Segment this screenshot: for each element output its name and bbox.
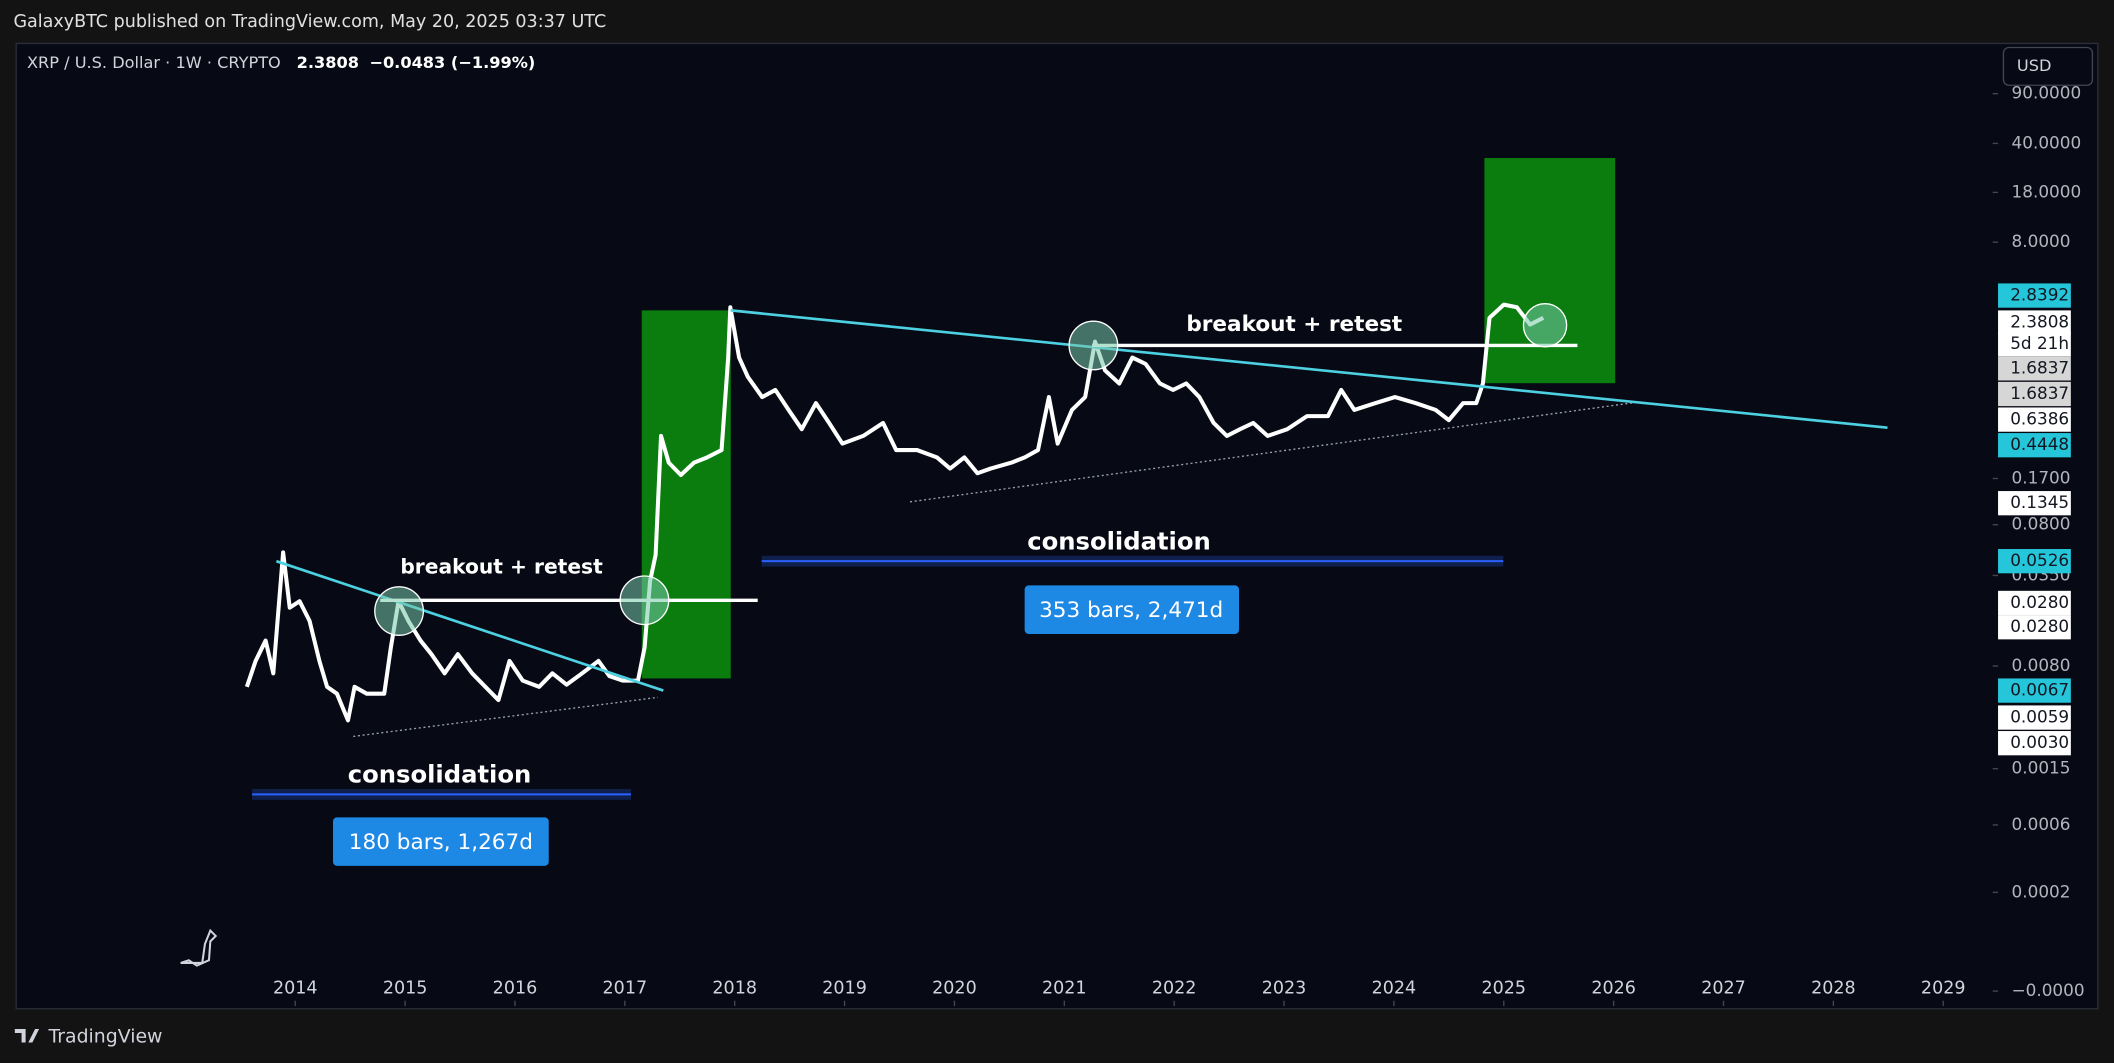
y-tick-label: 90.0000 — [2012, 83, 2082, 103]
price-badge-label: 0.0059 — [2010, 707, 2069, 727]
price-badge-label: 2.8392 — [2010, 285, 2069, 305]
price-axis: 90.000040.000018.00008.00000.17000.08000… — [1992, 83, 2085, 1000]
brand: TradingView — [48, 1026, 163, 1048]
price-badge-label: 0.0280 — [2010, 592, 2069, 612]
plot: 2014 2015 2016 2017 2018 2019 2020 2021 2022 2023… — [273, 979, 1966, 1007]
y-tick-label: 0.0002 — [2012, 881, 2071, 901]
target-box — [1484, 158, 1616, 384]
price-change: −0.0483 (−1.99%) — [369, 53, 535, 72]
legend: XRP / U.S. Dollar · 1W · CRYPTO 2.3808 −… — [27, 53, 535, 72]
trendline — [275, 559, 664, 692]
price-badge — [1998, 331, 2071, 357]
retest-marker — [1068, 320, 1119, 371]
support-line — [353, 696, 659, 738]
price-badge — [1998, 381, 2071, 407]
y-tick-label: 0.1700 — [2012, 467, 2071, 487]
annotation: breakout + retest — [400, 554, 603, 578]
price-badge — [1998, 407, 2071, 432]
x-tick-label: 2025 — [1481, 979, 1526, 999]
retest-marker — [1522, 302, 1568, 348]
price-badge-label: 1.6837 — [2010, 383, 2069, 403]
annotation: consolidation — [348, 760, 532, 789]
x-tick-label: 2023 — [1262, 979, 1307, 999]
y-tick-label: 18.0000 — [2012, 181, 2082, 201]
price-badge-label: 0.6386 — [2010, 409, 2069, 429]
annotation: consolidation — [1027, 526, 1211, 555]
x-tick-label: 2029 — [1921, 979, 1966, 999]
price-badge — [1998, 705, 2071, 730]
price-badge-label: 2.3808 — [2010, 312, 2069, 332]
y-tick-label: 40.0000 — [2012, 132, 2082, 152]
price-badge — [1998, 491, 2071, 516]
y-tick-label: 8.0000 — [2012, 231, 2071, 251]
price-badge — [1998, 615, 2071, 640]
range-label-box — [333, 817, 549, 866]
price-badge — [1998, 590, 2071, 616]
symbol: XRP / U.S. Dollar · 1W · CRYPTO — [27, 53, 281, 72]
price-badge-label: 0.0280 — [2010, 616, 2069, 636]
x-tick-label: 2016 — [493, 979, 538, 999]
price-badge-label: 0.0030 — [2010, 732, 2069, 752]
currency-button[interactable] — [2002, 46, 2094, 86]
x-tick-label: 2015 — [383, 979, 428, 999]
price-badge — [1998, 731, 2071, 756]
x-tick-label: 2014 — [273, 979, 318, 999]
price-badge-label: 0.1345 — [2010, 492, 2069, 512]
target-box — [641, 310, 731, 679]
retest-marker — [619, 575, 670, 626]
x-tick-label: 2027 — [1701, 979, 1746, 999]
x-tick-label: 2018 — [712, 979, 757, 999]
price-badge — [1998, 549, 2071, 574]
range-label-box — [1024, 585, 1240, 634]
x-tick-label: 2026 — [1591, 979, 1636, 999]
price-badge — [1998, 356, 2071, 381]
y-tick-label: −0.0000 — [2012, 980, 2085, 1000]
price-badge-label: 0.4448 — [2010, 434, 2069, 454]
range-label: 180 bars, 1,267d — [349, 830, 533, 855]
y-tick-label: 0.0015 — [2012, 758, 2071, 778]
x-tick-label: 2020 — [932, 979, 977, 999]
logo-icon — [180, 928, 218, 967]
range-label: 353 bars, 2,471d — [1039, 598, 1223, 623]
brand-logo — [14, 1028, 40, 1043]
price-badge-label: 1.6837 — [2010, 357, 2069, 377]
x-tick-label: 2017 — [603, 979, 648, 999]
price-badge — [1998, 433, 2071, 458]
x-tick-label: 2024 — [1372, 979, 1417, 999]
price-badge-label: 5d 21h — [2010, 333, 2069, 353]
price-badge-label: 0.0067 — [2010, 680, 2069, 700]
retest-marker — [374, 586, 425, 636]
x-tick-label: 2028 — [1811, 979, 1856, 999]
trendline — [730, 309, 1888, 430]
x-tick-label: 2022 — [1152, 979, 1197, 999]
price-badge — [1998, 283, 2071, 308]
annotation: breakout + retest — [1186, 312, 1402, 337]
currency[interactable]: USD — [2017, 56, 2052, 75]
x-tick-label: 2019 — [822, 979, 867, 999]
price-badge-label: 0.0526 — [2010, 550, 2069, 570]
y-tick-label: 0.0800 — [2012, 514, 2071, 534]
x-tick-label: 2021 — [1042, 979, 1087, 999]
overlay-drawings: breakout + retest breakout + retest cons… — [180, 302, 1888, 967]
publisher-line: GalaxyBTC published on TradingView.com, … — [13, 12, 606, 32]
y-tick-label: 0.0006 — [2012, 814, 2071, 834]
price-badge — [1998, 310, 2071, 335]
price-badge — [1998, 678, 2071, 703]
y-tick-label: 0.0080 — [2012, 655, 2071, 675]
last-price: 2.3808 — [297, 53, 359, 72]
